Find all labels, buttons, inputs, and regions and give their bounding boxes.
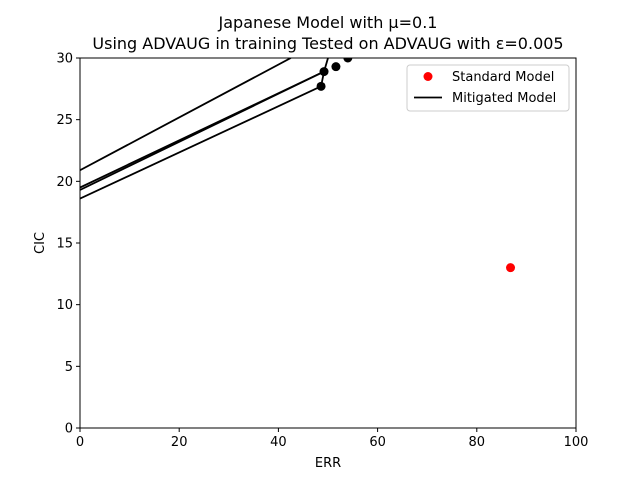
y-tick-label-30: 30	[56, 52, 73, 67]
chart-title: Japanese Model with μ=0.1	[218, 13, 438, 32]
mitigated-model-point-3	[343, 58, 353, 63]
x-tick-label-80: 80	[469, 435, 486, 450]
x-tick-label-40: 40	[270, 435, 287, 450]
y-tick-label-0: 0	[65, 422, 73, 437]
legend-label-standard-model: Standard Model	[452, 70, 554, 85]
x-tick-label-60: 60	[369, 435, 386, 450]
x-axis-label: ERR	[315, 456, 341, 471]
x-tick-label-0: 0	[76, 435, 84, 450]
y-tick-label-25: 25	[56, 113, 73, 128]
mitigated-model-line-3	[80, 58, 292, 172]
y-axis-label: CIC	[33, 232, 48, 254]
axis-ticks: 0 20 40 60 80 100 0 5 10 15 20 25 30	[56, 52, 588, 451]
legend-label-mitigated-model: Mitigated Model	[452, 91, 556, 106]
plot-frame	[79, 57, 577, 429]
mitigated-model-point-2	[331, 62, 341, 72]
y-tick-label-20: 20	[56, 175, 73, 190]
x-tick-label-100: 100	[564, 435, 589, 450]
y-tick-label-5: 5	[65, 360, 73, 375]
mitigated-model-line-0	[80, 85, 322, 200]
mitigated-model-point-1	[319, 67, 329, 77]
chart-subtitle: Using ADVAUG in training Tested on ADVAU…	[92, 34, 563, 53]
standard-model-point-0	[506, 263, 516, 273]
mitigated-model-point-0	[316, 81, 326, 91]
y-tick-label-10: 10	[56, 298, 73, 313]
legend: Standard Model Mitigated Model	[406, 64, 570, 112]
legend-box	[406, 64, 570, 112]
y-tick-label-15: 15	[56, 237, 73, 252]
legend-marker-standard-model	[423, 72, 433, 81]
plot-area	[80, 58, 516, 273]
mitigated-model-line-2	[80, 70, 325, 189]
x-tick-label-20: 20	[171, 435, 188, 450]
